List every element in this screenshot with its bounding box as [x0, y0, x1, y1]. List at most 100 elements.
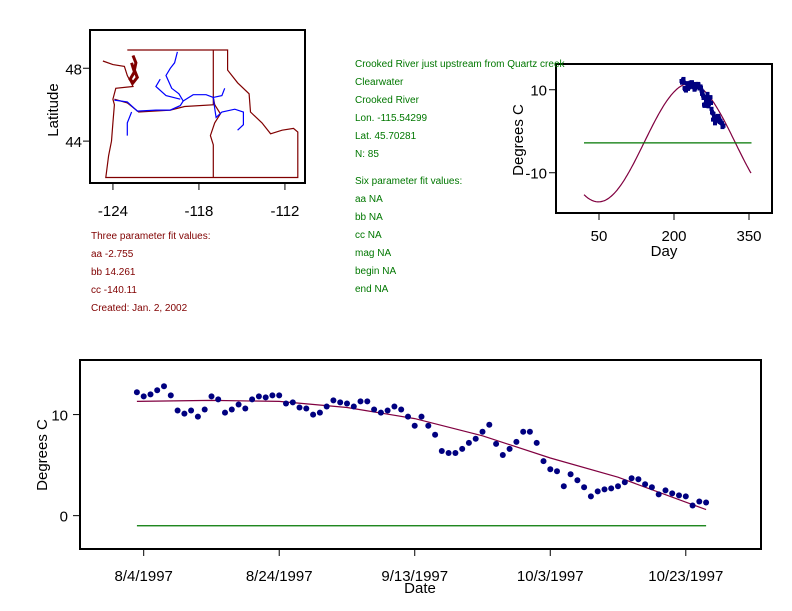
state-borders — [102, 49, 299, 179]
daily-data-point — [567, 471, 574, 478]
daily-data-point — [506, 445, 513, 452]
annual-xlabel: Day — [651, 243, 678, 260]
daily-data-point — [425, 422, 432, 429]
annual-data-point — [705, 91, 710, 96]
daily-data-point — [337, 399, 344, 406]
daily-data-point — [161, 383, 167, 390]
daily-data-point — [587, 493, 594, 500]
daily-data-point — [635, 476, 642, 483]
annual-data-point — [707, 98, 712, 103]
site-lat: Lat. 45.70281 — [355, 131, 417, 142]
annual-frame — [555, 63, 773, 214]
three-param-cc: cc -140.11 — [91, 285, 137, 296]
daily-data-point — [655, 491, 662, 498]
daily-data-point — [520, 428, 527, 435]
annual-data-point — [705, 94, 709, 99]
daily-data-point — [540, 458, 547, 465]
location-map: -124 -118 -112 48 44 Latitude — [45, 29, 306, 220]
annual-data-point — [709, 106, 714, 111]
site-info: Crooked River just upstream from Quartz … — [355, 56, 565, 164]
daily-data-point — [194, 413, 201, 420]
six-param-info: Six parameter fit values: aa NA bb NA cc… — [355, 173, 462, 299]
daily-data-point — [391, 403, 398, 410]
annual-data-point — [709, 101, 713, 106]
daily-data-point — [676, 492, 682, 499]
map-frame — [89, 29, 306, 184]
daily-data-point — [499, 452, 506, 458]
annual-ytick-label: 10 — [530, 83, 547, 100]
daily-data-point — [310, 411, 317, 418]
site-basin: Clearwater — [355, 77, 404, 88]
annual-data-point — [712, 114, 716, 119]
puget-sound — [128, 54, 140, 86]
daily-data-point — [628, 475, 635, 482]
daily-data-point — [581, 484, 588, 491]
daily-data-point — [201, 406, 208, 413]
six-param-end: end NA — [355, 284, 389, 295]
clearwater-river — [213, 88, 226, 98]
daily-data-point — [472, 435, 479, 442]
daily-ytick-label: 10 — [51, 408, 68, 425]
annual-xtick-label: 50 — [591, 228, 608, 245]
annual-data-point — [706, 104, 711, 109]
daily-data-point — [445, 450, 452, 456]
annual-ylabel: Degrees C — [510, 104, 527, 176]
annual-marks — [583, 76, 752, 203]
annual-data-point — [691, 82, 695, 87]
daily-temperature-plot: 8/4/1997 8/24/1997 9/13/1997 10/3/1997 10/23… — [34, 359, 762, 597]
daily-data-point — [642, 481, 649, 488]
daily-data-point — [316, 409, 323, 416]
six-param-begin: begin NA — [355, 266, 397, 277]
daily-xtick-label: 10/23/1997 — [648, 568, 723, 585]
daily-data-point — [242, 405, 249, 412]
daily-data-point — [533, 439, 540, 446]
daily-data-point — [682, 493, 689, 500]
daily-data-point — [615, 483, 621, 490]
annual-data-point — [699, 85, 703, 90]
daily-data-point — [147, 391, 154, 398]
annual-data-point — [693, 86, 697, 91]
daily-data-point — [526, 428, 533, 435]
daily-marks — [133, 383, 710, 527]
daily-data-point — [601, 486, 608, 493]
daily-data-point — [296, 404, 303, 411]
annual-data-point — [690, 80, 694, 85]
snake-river — [182, 94, 244, 131]
daily-ytick-label: 0 — [60, 509, 68, 526]
daily-data-point — [418, 413, 425, 420]
annual-data-point — [708, 95, 713, 100]
daily-data-point — [621, 479, 628, 486]
daily-data-point — [486, 421, 493, 428]
or-id-border — [209, 104, 222, 178]
daily-data-point — [208, 393, 215, 400]
yakima-river — [155, 78, 181, 100]
daily-data-point — [554, 468, 560, 475]
annual-data-point — [720, 121, 724, 126]
daily-data-point — [432, 431, 439, 438]
annual-data-point — [711, 111, 716, 116]
daily-data-point — [608, 485, 615, 492]
daily-data-point — [411, 422, 418, 429]
daily-xtick-label: 9/13/1997 — [381, 568, 448, 585]
annual-axes: 50 200 350 10 -10 — [525, 83, 761, 245]
daily-data-point — [289, 399, 296, 406]
daily-data-point — [465, 439, 472, 446]
daily-data-point — [276, 392, 283, 399]
annual-data-point — [696, 82, 701, 87]
six-param-title: Six parameter fit values: — [355, 176, 463, 187]
map-xtick-label: -118 — [184, 203, 213, 220]
map-xtick-label: -112 — [270, 203, 299, 220]
six-param-aa: aa NA — [355, 194, 383, 205]
daily-data-point — [377, 409, 384, 416]
annual-data-point — [701, 93, 705, 98]
daily-data-point — [438, 448, 445, 454]
daily-data-point — [228, 406, 235, 413]
annual-data-point — [721, 123, 726, 128]
daily-data-point — [648, 484, 655, 491]
daily-data-point — [222, 409, 228, 416]
annual-data-point — [687, 85, 692, 90]
three-param-aa: aa -2.755 — [91, 249, 134, 260]
daily-data-point — [560, 483, 567, 490]
daily-xlabel: Date — [404, 580, 436, 597]
six-param-bb: bb NA — [355, 212, 383, 223]
